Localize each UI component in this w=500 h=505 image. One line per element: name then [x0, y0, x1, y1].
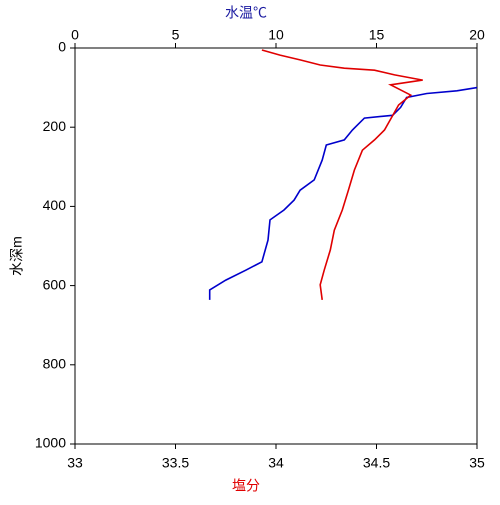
x2-tick-label: 5 [172, 27, 180, 43]
y-tick-label: 600 [43, 276, 67, 292]
x2-tick-label: 20 [469, 27, 485, 43]
x2-tick-label: 15 [369, 27, 385, 43]
profile-line [208, 86, 478, 300]
profile-line [261, 49, 423, 301]
plot-frame [74, 47, 478, 445]
x-tick-label: 33.5 [162, 455, 189, 471]
y-tick-label: 400 [43, 197, 67, 213]
x2-tick-label: 10 [268, 27, 284, 43]
x-tick-label: 34 [268, 455, 284, 471]
y-axis-title: 水深m [9, 236, 25, 276]
y-tick-label: 200 [43, 118, 67, 134]
x2-tick-label: 0 [71, 27, 79, 43]
x-tick-label: 34.5 [363, 455, 390, 471]
x-tick-label: 33 [67, 455, 83, 471]
x2-axis-title: 水温℃ [225, 5, 267, 21]
x-tick-label: 35 [469, 455, 485, 471]
y-tick-label: 1000 [35, 435, 66, 451]
x-axis-title: 塩分 [232, 478, 260, 494]
y-tick-label: 800 [43, 356, 67, 372]
y-tick-label: 0 [58, 39, 66, 55]
